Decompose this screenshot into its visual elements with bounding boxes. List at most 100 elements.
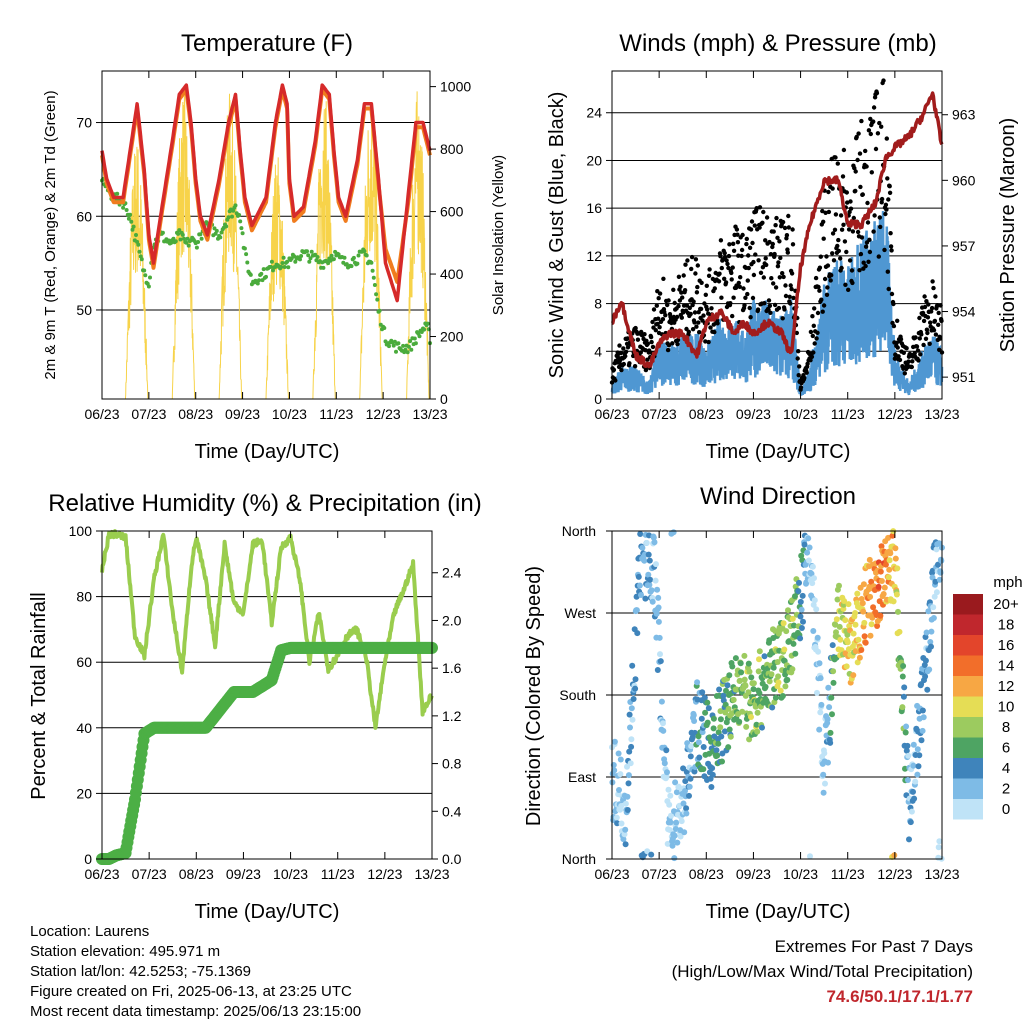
direction-point — [850, 630, 857, 637]
gust-point — [671, 287, 676, 292]
gust-point — [848, 199, 853, 204]
direction-point — [870, 604, 877, 611]
dewpoint-point — [184, 240, 189, 245]
direction-point — [766, 678, 773, 685]
direction-point — [725, 744, 732, 751]
gust-point — [723, 280, 729, 285]
gust-point — [648, 334, 654, 340]
gust-point — [782, 307, 787, 312]
gust-point — [851, 215, 856, 221]
direction-point — [620, 836, 627, 843]
direction-point — [655, 604, 662, 611]
gust-point — [811, 323, 816, 328]
gust-point — [843, 282, 848, 287]
gust-point — [675, 337, 681, 343]
dewpoint-point — [269, 259, 274, 264]
gust-point — [864, 164, 869, 169]
direction-point — [930, 604, 937, 611]
gust-point — [638, 350, 643, 355]
gust-point — [725, 261, 730, 267]
x-tick-label: 11/23 — [319, 406, 353, 422]
direction-point — [622, 800, 629, 807]
direction-point — [701, 694, 708, 701]
direction-point — [916, 752, 923, 759]
direction-point — [829, 642, 836, 649]
direction-point — [629, 662, 636, 669]
legend-swatch — [953, 696, 983, 717]
direction-point — [687, 775, 694, 782]
direction-point — [926, 666, 933, 673]
gust-point — [739, 253, 744, 259]
direction-point — [855, 636, 862, 643]
gust-point — [764, 215, 770, 220]
direction-point — [830, 668, 837, 675]
gust-point — [871, 229, 876, 234]
gust-point — [816, 284, 821, 290]
direction-point — [860, 608, 867, 615]
gust-point — [853, 169, 858, 174]
dewpoint-point — [282, 265, 287, 269]
gust-point — [657, 291, 663, 296]
station-elevation: Station elevation: 495.971 m — [30, 943, 221, 960]
dewpoint-point — [362, 249, 367, 254]
gust-point — [888, 244, 894, 249]
dewpoint-point — [370, 268, 375, 273]
direction-point — [704, 719, 711, 726]
humidity-precip-panel: Relative Humidity (%) & Precipitation (i… — [28, 490, 482, 923]
gust-point — [924, 299, 929, 304]
gust-point — [857, 268, 862, 273]
gust-point — [848, 206, 854, 211]
gust-point — [836, 237, 841, 243]
gust-point — [877, 215, 882, 220]
figure-created: Figure created on Fri, 2025-06-13, at 23… — [30, 983, 352, 1000]
gust-point — [665, 302, 670, 308]
x-tick-label: 13/23 — [414, 866, 449, 882]
gust-point — [922, 304, 928, 310]
direction-point — [895, 608, 901, 615]
gust-point — [790, 242, 796, 247]
gust-point — [853, 188, 858, 194]
direction-point — [629, 716, 636, 723]
gust-point — [839, 265, 844, 271]
gust-point — [772, 302, 778, 308]
direction-point — [894, 565, 901, 572]
direction-point — [660, 727, 667, 734]
gust-point — [830, 231, 836, 236]
y2-tick-label: 800 — [440, 141, 464, 157]
direction-point — [868, 578, 875, 585]
wind-direction-ylabel: Direction (Colored By Speed) — [523, 566, 545, 826]
direction-point — [859, 600, 866, 607]
x-tick-label: 07/23 — [132, 866, 167, 882]
wind-pressure-ylabel: Sonic Wind & Gust (Blue, Black) — [546, 92, 568, 379]
gust-point — [844, 190, 849, 195]
legend-swatch — [953, 717, 983, 738]
direction-point — [910, 788, 916, 795]
gust-point — [820, 309, 825, 314]
gust-point — [849, 268, 855, 273]
direction-point — [721, 728, 728, 735]
gust-point — [812, 341, 817, 346]
gust-point — [930, 279, 935, 284]
dewpoint-point — [308, 256, 313, 261]
gust-point — [887, 184, 892, 189]
humidity-line — [100, 529, 434, 730]
temperature-ylabel: 2m & 9m T (Red, Orange) & 2m Td (Green) — [42, 90, 59, 379]
gust-point — [896, 354, 901, 359]
dewpoint-point — [178, 237, 183, 242]
direction-point — [805, 535, 812, 542]
direction-point — [657, 658, 664, 665]
x-tick-label: 07/23 — [642, 406, 677, 422]
gust-point — [835, 243, 840, 249]
dewpoint-point — [286, 265, 291, 270]
gust-point — [936, 322, 941, 327]
direction-point — [704, 699, 711, 706]
gust-point — [872, 213, 877, 218]
gust-point — [937, 347, 942, 352]
plot-frame — [611, 70, 943, 400]
direction-point — [786, 638, 793, 645]
direction-point — [928, 643, 934, 650]
dewpoint-point — [375, 297, 380, 302]
direction-point — [774, 659, 781, 665]
gust-point — [768, 310, 773, 315]
temperature-panel: Temperature (F) 2m & 9m T (Red, Orange) … — [42, 30, 507, 463]
